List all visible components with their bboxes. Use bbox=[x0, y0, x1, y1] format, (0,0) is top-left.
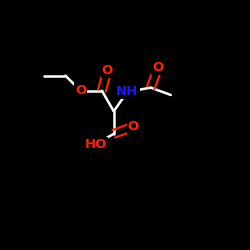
Text: O: O bbox=[128, 120, 139, 133]
Text: O: O bbox=[152, 61, 164, 74]
Text: O: O bbox=[102, 64, 113, 76]
Text: HO: HO bbox=[84, 138, 107, 151]
Text: NH: NH bbox=[116, 85, 138, 98]
Text: O: O bbox=[75, 84, 86, 97]
